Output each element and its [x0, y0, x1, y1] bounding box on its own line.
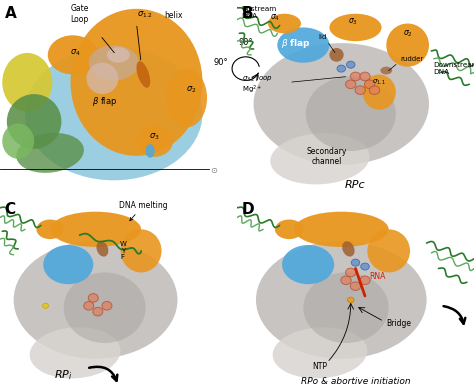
Ellipse shape: [294, 212, 389, 247]
Circle shape: [102, 301, 112, 310]
Ellipse shape: [329, 14, 382, 41]
Circle shape: [355, 86, 365, 94]
Text: $\sigma_4$: $\sigma_4$: [70, 48, 81, 58]
Text: RNA: RNA: [370, 272, 386, 281]
Ellipse shape: [86, 63, 118, 94]
Circle shape: [350, 72, 361, 81]
Text: A: A: [5, 6, 16, 21]
Text: Secondary
channel: Secondary channel: [307, 147, 347, 167]
Text: $\beta$ flap: $\beta$ flap: [92, 95, 117, 109]
Circle shape: [346, 61, 355, 68]
Text: B: B: [242, 6, 254, 21]
Text: C: C: [5, 202, 16, 217]
Text: DNA melting: DNA melting: [119, 201, 168, 221]
Text: Upstream
DNA: Upstream DNA: [242, 6, 277, 19]
Text: Mg$^{2+}$: Mg$^{2+}$: [242, 83, 262, 96]
Circle shape: [93, 307, 103, 316]
Ellipse shape: [270, 133, 370, 184]
Text: Bridge: Bridge: [386, 319, 411, 328]
Ellipse shape: [329, 48, 344, 62]
Ellipse shape: [137, 61, 150, 88]
Text: NTP: NTP: [312, 362, 328, 371]
Ellipse shape: [7, 94, 62, 149]
Circle shape: [350, 282, 361, 290]
Text: $\sigma_3$: $\sigma_3$: [149, 132, 160, 142]
Ellipse shape: [342, 241, 355, 257]
Circle shape: [361, 263, 369, 270]
Ellipse shape: [275, 220, 303, 239]
Circle shape: [360, 72, 370, 81]
Text: $\sigma_2$: $\sigma_2$: [403, 28, 412, 39]
Text: W
Y
F: W Y F: [119, 241, 126, 260]
Text: rudder: rudder: [401, 56, 424, 62]
Text: RP$_i$: RP$_i$: [55, 368, 73, 382]
Text: $\sigma_{1.2}$: $\sigma_{1.2}$: [137, 9, 152, 20]
Circle shape: [360, 276, 370, 285]
Ellipse shape: [50, 212, 141, 247]
Text: ⊙: ⊙: [210, 166, 218, 175]
Ellipse shape: [120, 229, 162, 272]
Circle shape: [369, 86, 380, 94]
Text: $\sigma_{3.2}$ loop: $\sigma_{3.2}$ loop: [242, 73, 273, 83]
Text: $\beta$ flap: $\beta$ flap: [281, 36, 311, 50]
Ellipse shape: [2, 123, 34, 159]
Ellipse shape: [277, 27, 329, 63]
Circle shape: [341, 276, 351, 285]
Ellipse shape: [30, 327, 120, 378]
Text: Gate
Loop: Gate Loop: [71, 4, 89, 24]
Text: D: D: [242, 202, 255, 217]
Ellipse shape: [367, 229, 410, 272]
Ellipse shape: [16, 133, 84, 173]
Text: Downstream
DNA: Downstream DNA: [434, 62, 474, 75]
Ellipse shape: [306, 76, 396, 151]
Ellipse shape: [273, 327, 367, 378]
Ellipse shape: [166, 69, 207, 127]
Ellipse shape: [43, 245, 93, 284]
Ellipse shape: [64, 272, 146, 343]
Circle shape: [88, 294, 98, 302]
Text: $\sigma_2$: $\sigma_2$: [186, 85, 196, 95]
Ellipse shape: [256, 241, 427, 359]
Circle shape: [346, 80, 356, 89]
Text: 90°: 90°: [238, 38, 253, 47]
Ellipse shape: [380, 67, 392, 74]
Ellipse shape: [89, 45, 139, 80]
Ellipse shape: [268, 14, 301, 33]
Ellipse shape: [137, 125, 173, 157]
Circle shape: [337, 65, 346, 72]
Ellipse shape: [36, 220, 64, 239]
Ellipse shape: [303, 272, 389, 343]
Text: RPc: RPc: [345, 180, 366, 190]
Ellipse shape: [146, 144, 155, 158]
Text: $\sigma_{1.1}$: $\sigma_{1.1}$: [373, 78, 386, 87]
Circle shape: [365, 80, 375, 89]
Text: RPo & abortive initiation: RPo & abortive initiation: [301, 377, 410, 386]
Text: $\sigma_4$: $\sigma_4$: [270, 13, 280, 23]
Circle shape: [84, 301, 94, 310]
Ellipse shape: [386, 24, 429, 67]
Ellipse shape: [48, 35, 98, 74]
Text: 90°: 90°: [213, 58, 228, 67]
Ellipse shape: [25, 47, 202, 180]
Ellipse shape: [96, 241, 109, 257]
Ellipse shape: [363, 74, 396, 110]
Ellipse shape: [14, 241, 177, 359]
Circle shape: [43, 303, 48, 308]
Circle shape: [351, 259, 360, 266]
Text: $\sigma_3$: $\sigma_3$: [348, 16, 358, 27]
Ellipse shape: [254, 43, 429, 165]
Ellipse shape: [107, 47, 130, 63]
Text: lid: lid: [318, 34, 327, 40]
Ellipse shape: [2, 53, 52, 112]
Text: helix: helix: [164, 11, 182, 20]
Circle shape: [346, 268, 356, 277]
Circle shape: [347, 297, 354, 303]
Ellipse shape: [71, 9, 202, 156]
Ellipse shape: [282, 245, 334, 284]
